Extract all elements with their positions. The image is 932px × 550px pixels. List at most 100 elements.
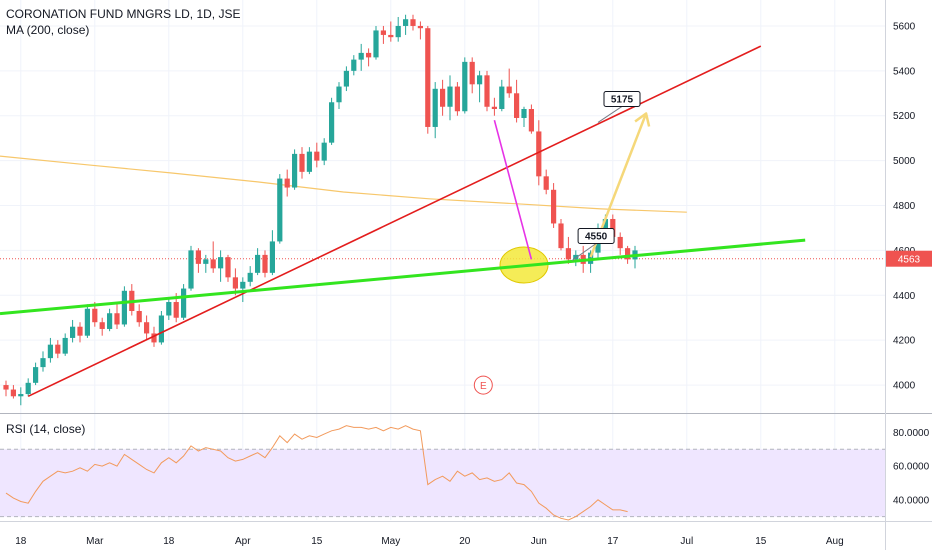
- candle-body: [410, 19, 416, 26]
- rsi-legend[interactable]: RSI (14, close): [6, 422, 86, 436]
- candle: [47, 337, 53, 363]
- candle: [18, 387, 24, 406]
- candle-body: [395, 25, 401, 38]
- rsi-tick-label: 40.0000: [893, 495, 930, 506]
- candle-body: [269, 241, 275, 273]
- candle: [506, 68, 512, 98]
- candle: [343, 66, 349, 92]
- candle: [395, 16, 401, 42]
- candle: [306, 147, 312, 175]
- candle: [499, 79, 505, 112]
- candle-body: [247, 272, 253, 282]
- candle: [129, 284, 135, 316]
- candle: [121, 286, 127, 327]
- time-tick-label: 15: [755, 536, 767, 547]
- candle: [3, 380, 9, 397]
- candle: [351, 55, 357, 76]
- candle-body: [514, 93, 520, 118]
- candle-body: [25, 382, 31, 395]
- price-tick-label: 4400: [893, 291, 916, 302]
- candle: [62, 333, 68, 356]
- candle-body: [55, 344, 61, 354]
- candle: [144, 315, 150, 341]
- price-tick-label: 4000: [893, 381, 916, 392]
- candle: [203, 254, 209, 273]
- projection-arrow-head[interactable]: [634, 112, 651, 127]
- candle-body: [195, 250, 201, 264]
- candle-body: [121, 290, 127, 325]
- candle: [558, 218, 564, 251]
- candle-body: [84, 308, 90, 336]
- candle-body: [462, 61, 468, 112]
- candle: [195, 248, 201, 273]
- candle-body: [610, 218, 616, 237]
- candle-body: [151, 333, 157, 343]
- time-tick-label: 15: [311, 536, 323, 547]
- candle-body: [188, 250, 194, 289]
- candle: [454, 82, 460, 116]
- candle-body: [292, 153, 298, 188]
- candle-body: [558, 223, 564, 249]
- callout-4550[interactable]: 4550: [577, 228, 615, 244]
- rsi-axis[interactable]: 40.0000 60.0000 80.0000: [893, 428, 930, 506]
- candle: [107, 308, 113, 332]
- ma-200-line: [0, 155, 687, 213]
- candle-body: [491, 106, 497, 109]
- falling-trendline[interactable]: [493, 120, 533, 260]
- candle-body: [240, 281, 246, 289]
- candle: [358, 43, 364, 71]
- price-axis[interactable]: 400042004400460048005000520054005600: [893, 21, 916, 391]
- candle-body: [299, 153, 305, 172]
- candle-body: [18, 394, 24, 397]
- candle-body: [336, 86, 342, 103]
- candle: [240, 277, 246, 303]
- event-marker[interactable]: E: [473, 375, 493, 395]
- candle: [388, 21, 394, 42]
- candle-body: [306, 151, 312, 172]
- candle: [33, 362, 39, 386]
- candle: [158, 311, 164, 345]
- time-tick-label: Jul: [680, 536, 693, 547]
- rsi-tick-label: 60.0000: [893, 462, 930, 473]
- candle: [225, 254, 231, 282]
- candle-body: [477, 75, 483, 85]
- candle-body: [166, 302, 172, 316]
- candle: [277, 174, 283, 244]
- candle-body: [358, 52, 364, 60]
- candle-body: [232, 277, 238, 289]
- last-price-label: 4563: [886, 250, 932, 267]
- last-price-value: 4563: [898, 255, 921, 266]
- candle-body: [173, 302, 179, 318]
- callout-5175[interactable]: 5175: [603, 90, 641, 107]
- candle-body: [158, 315, 164, 343]
- support-trendline[interactable]: [0, 238, 806, 316]
- candle-body: [425, 28, 431, 127]
- candle: [55, 340, 61, 359]
- candle: [210, 241, 216, 273]
- candle: [543, 169, 549, 195]
- candle-body: [536, 131, 542, 177]
- candle-body: [469, 61, 475, 85]
- candle-body: [625, 248, 631, 260]
- candle: [84, 304, 90, 338]
- time-tick-label: 18: [163, 536, 175, 547]
- candle-body: [284, 178, 290, 188]
- candle-body: [373, 30, 379, 58]
- candle-body: [499, 86, 505, 109]
- candle-body: [565, 248, 571, 260]
- ma-legend[interactable]: MA (200, close): [6, 23, 90, 37]
- candle-body: [203, 259, 209, 264]
- rising-trendline[interactable]: [27, 45, 762, 398]
- candle: [410, 14, 416, 31]
- time-tick-label: 20: [459, 536, 471, 547]
- candle: [40, 351, 46, 372]
- candle: [25, 378, 31, 397]
- callout-5175-text: 5175: [611, 94, 634, 105]
- rsi-tick-label: 80.0000: [893, 428, 930, 439]
- candle: [521, 106, 527, 127]
- price-tick-label: 5200: [893, 111, 916, 122]
- candle-body: [277, 178, 283, 242]
- price-tick-label: 5400: [893, 66, 916, 77]
- time-axis[interactable]: 18 Mar 18 Apr 15 May 20 Jun 17 Jul 15 Aug: [15, 536, 843, 547]
